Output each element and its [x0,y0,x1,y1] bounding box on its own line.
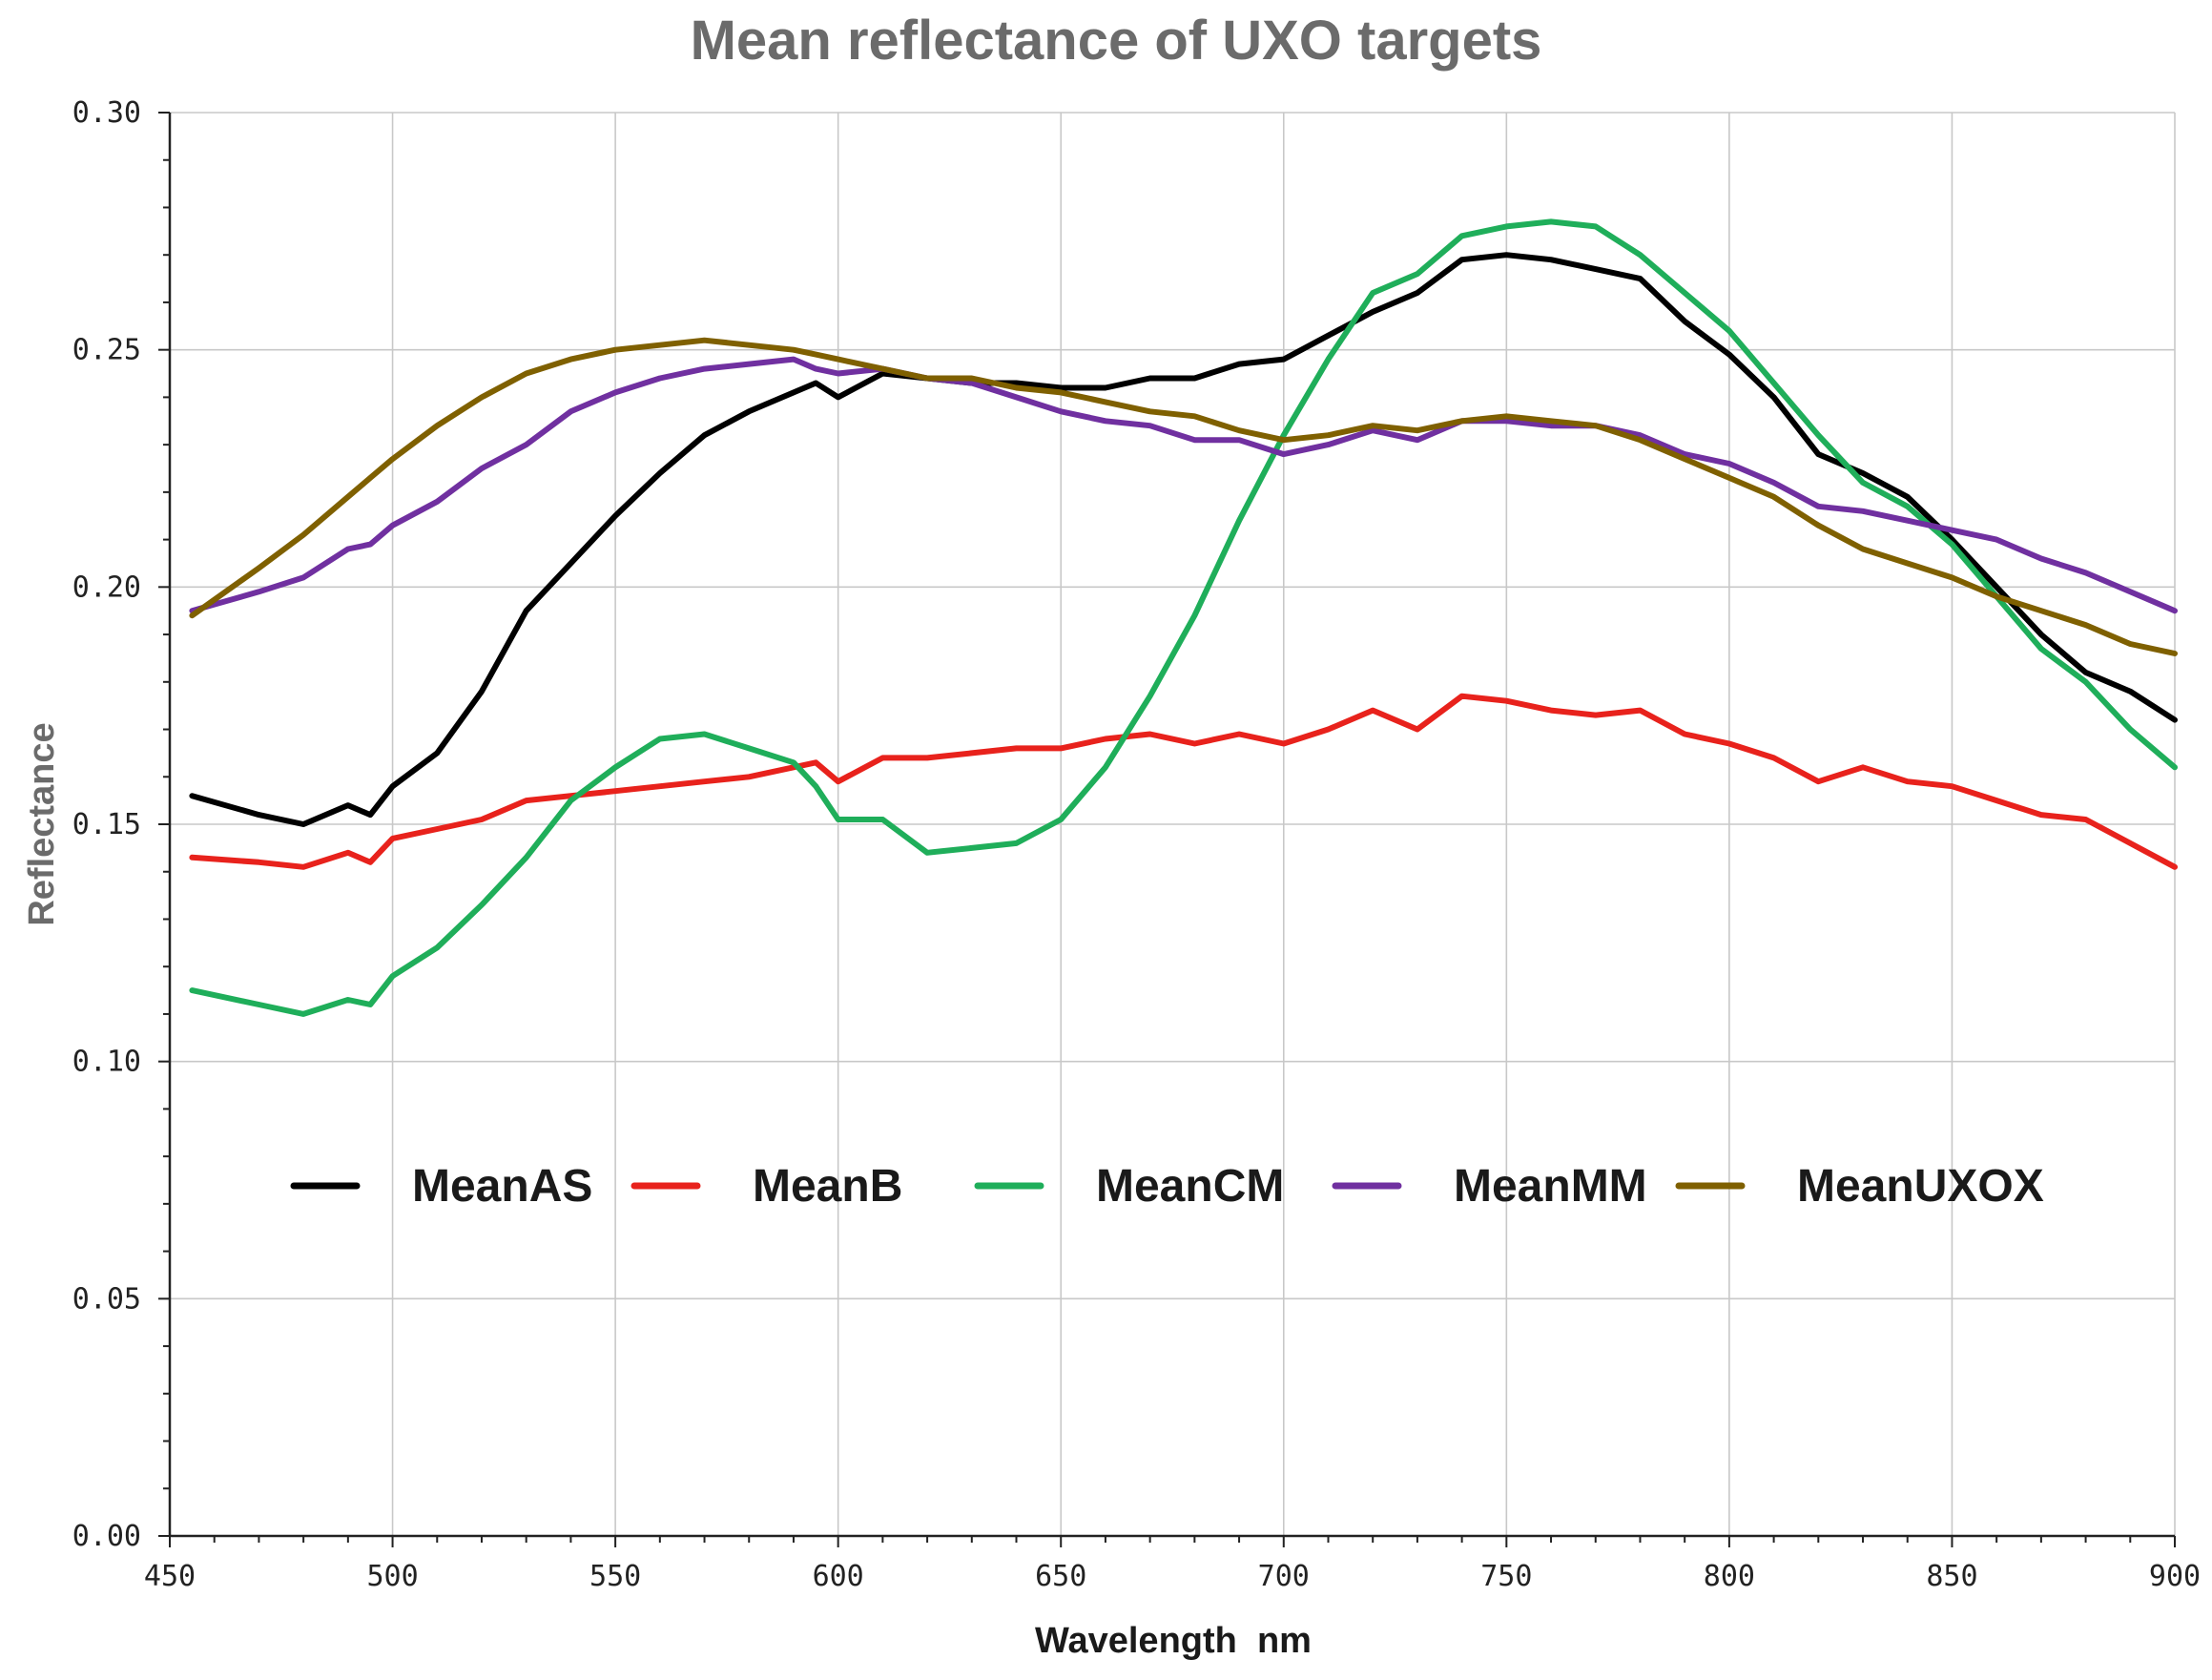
series-line-meanmm [189,356,2178,614]
series-line-meancm [189,218,2178,1017]
chart-title: Mean reflectance of UXO targets [691,10,1542,72]
y-tick-label: 0.25 [72,334,141,367]
x-tick-label: 750 [1480,1560,1532,1593]
grid-lines [170,112,2176,1536]
series-lines [189,218,2178,1017]
x-tick-label: 550 [589,1560,641,1593]
y-tick-label: 0.00 [72,1520,141,1553]
legend-label-meanb: MeanB [753,1161,902,1212]
legend-label-meanmm: MeanMM [1454,1161,1647,1212]
x-tick-label: 450 [144,1560,196,1593]
x-tick-label: 850 [1926,1560,1977,1593]
y-tick-label: 0.05 [72,1282,141,1316]
y-tick-label: 0.30 [72,96,141,130]
x-tick-label: 600 [813,1560,864,1593]
legend: MeanAS MeanB MeanCM MeanMM MeanUXOX [290,1161,2044,1212]
legend-label-meanas: MeanAS [412,1161,592,1212]
x-axis-title: Wavelength nm [1035,1621,1312,1661]
series-line-meanb [189,693,2178,870]
x-tick-label: 900 [2149,1560,2201,1593]
legend-label-meanuxox: MeanUXOX [1797,1161,2044,1212]
x-tick-label: 800 [1704,1560,1755,1593]
x-tick-label: 700 [1258,1560,1310,1593]
y-tick-label: 0.20 [72,570,141,604]
x-tick-label: 650 [1035,1560,1086,1593]
series-line-meanuxox [189,337,2178,656]
y-tick-label: 0.15 [72,808,141,841]
legend-label-meancm: MeanCM [1096,1161,1284,1212]
x-tick-label: 500 [366,1560,418,1593]
y-axis-title: Reflectance [22,722,62,925]
tick-labels: 450 500 550 600 650 700 750 800 850 900 0.00 0.05 0.… [72,96,2201,1593]
series-line-meanas [189,252,2178,827]
y-tick-label: 0.10 [72,1046,141,1079]
